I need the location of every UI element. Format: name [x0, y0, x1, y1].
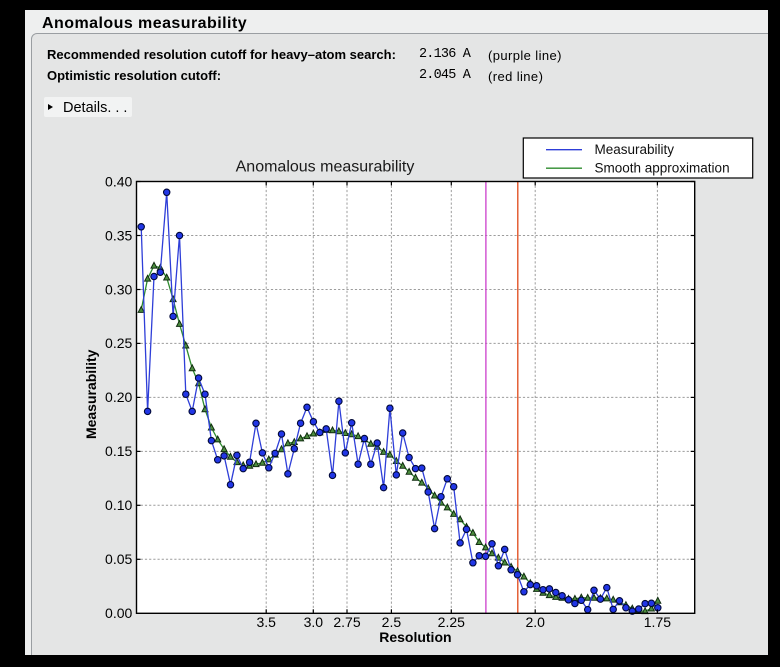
svg-text:0.40: 0.40 [105, 173, 132, 189]
svg-text:Anomalous measurability: Anomalous measurability [236, 158, 415, 175]
svg-text:2.75: 2.75 [333, 614, 360, 630]
svg-text:Measurability: Measurability [595, 142, 675, 157]
svg-text:1.75: 1.75 [644, 614, 671, 630]
svg-text:0.15: 0.15 [105, 443, 132, 459]
svg-text:Resolution: Resolution [379, 629, 451, 645]
svg-text:3.0: 3.0 [304, 614, 324, 630]
svg-text:0.30: 0.30 [105, 281, 132, 297]
svg-text:2.0: 2.0 [525, 614, 545, 630]
svg-text:0.25: 0.25 [105, 335, 132, 351]
svg-text:0.20: 0.20 [105, 389, 132, 405]
svg-text:Measurability: Measurability [83, 349, 99, 439]
svg-text:0.05: 0.05 [105, 551, 132, 567]
svg-text:2.25: 2.25 [438, 614, 465, 630]
svg-text:Smooth approximation: Smooth approximation [595, 161, 730, 176]
svg-text:0.35: 0.35 [105, 227, 132, 243]
svg-text:2.5: 2.5 [382, 614, 402, 630]
svg-text:0.00: 0.00 [105, 605, 132, 621]
svg-text:3.5: 3.5 [256, 614, 276, 630]
svg-text:0.10: 0.10 [105, 497, 132, 513]
